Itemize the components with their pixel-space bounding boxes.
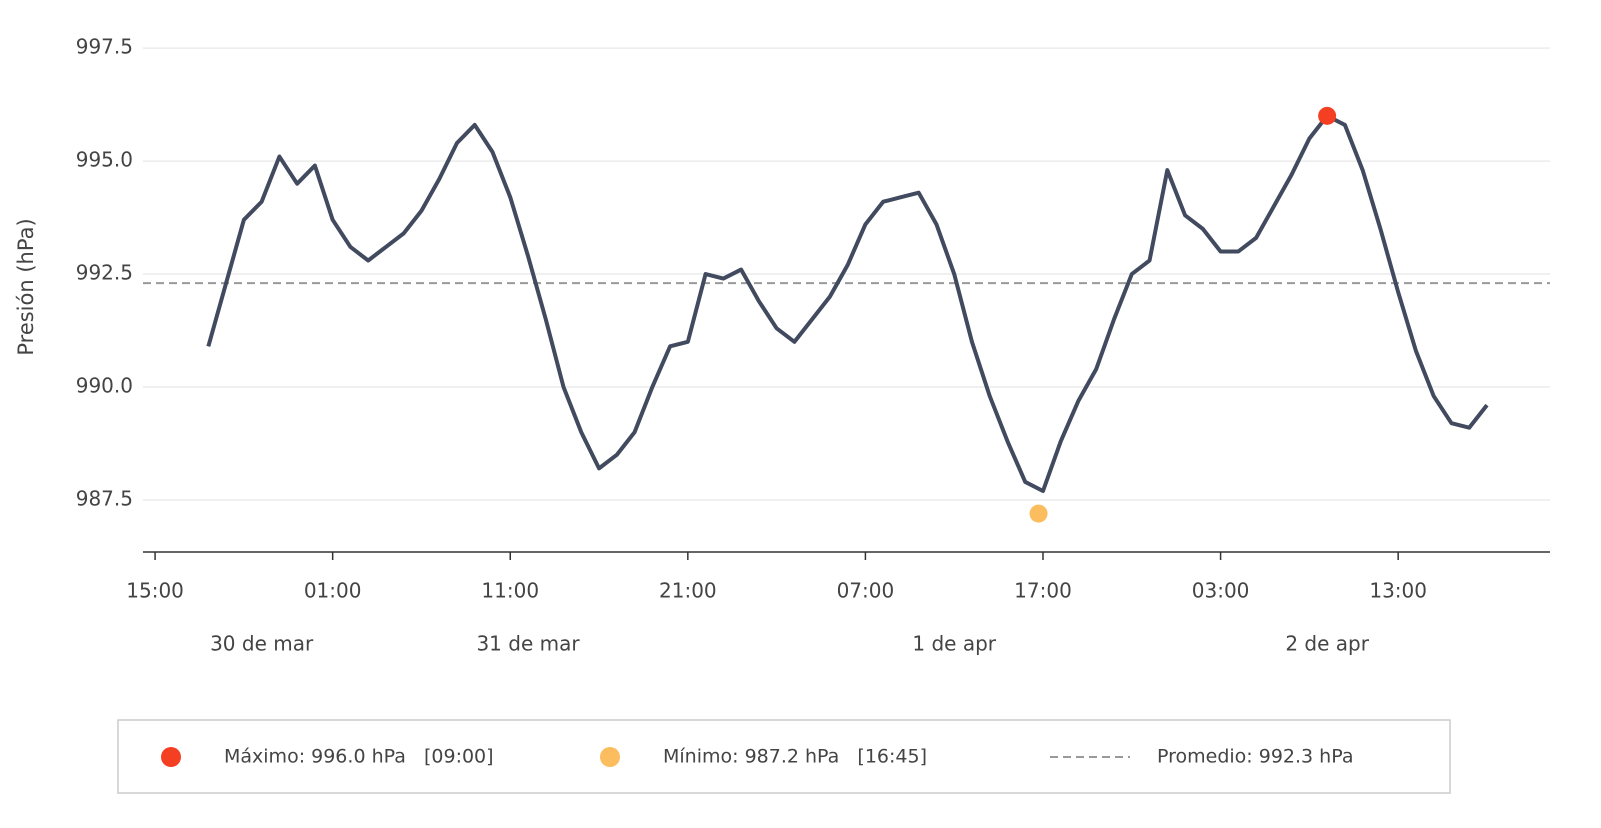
x-tick-label: 15:00	[126, 579, 184, 603]
x-tick-label: 07:00	[837, 579, 895, 603]
extreme-marker	[1318, 106, 1337, 125]
x-tick-label: 11:00	[481, 579, 539, 603]
y-tick-label: 995.0	[76, 148, 133, 172]
y-tick-label: 997.5	[76, 35, 133, 59]
legend-label: Mínimo: 987.2 hPa [16:45]	[663, 746, 927, 768]
y-tick-label: 992.5	[76, 261, 133, 285]
x-tick-label: 21:00	[659, 579, 717, 603]
date-label: 1 de apr	[912, 632, 996, 656]
legend-marker	[600, 747, 620, 767]
y-axis-label: Presión (hPa)	[14, 218, 38, 355]
legend-marker	[161, 747, 181, 767]
x-tick-label: 01:00	[304, 579, 362, 603]
date-label: 2 de apr	[1285, 632, 1369, 656]
x-tick-label: 03:00	[1192, 579, 1250, 603]
extreme-marker	[1029, 504, 1048, 523]
y-tick-label: 990.0	[76, 374, 133, 398]
legend-label: Máximo: 996.0 hPa [09:00]	[224, 746, 494, 768]
x-tick-label: 17:00	[1014, 579, 1072, 603]
x-tick-label: 13:00	[1369, 579, 1427, 603]
legend-label: Promedio: 992.3 hPa	[1157, 746, 1353, 768]
pressure-line	[206, 113, 1489, 493]
date-label: 30 de mar	[210, 632, 314, 656]
y-tick-label: 987.5	[76, 487, 133, 511]
date-label: 31 de mar	[476, 632, 580, 656]
legend-box	[117, 719, 1451, 794]
